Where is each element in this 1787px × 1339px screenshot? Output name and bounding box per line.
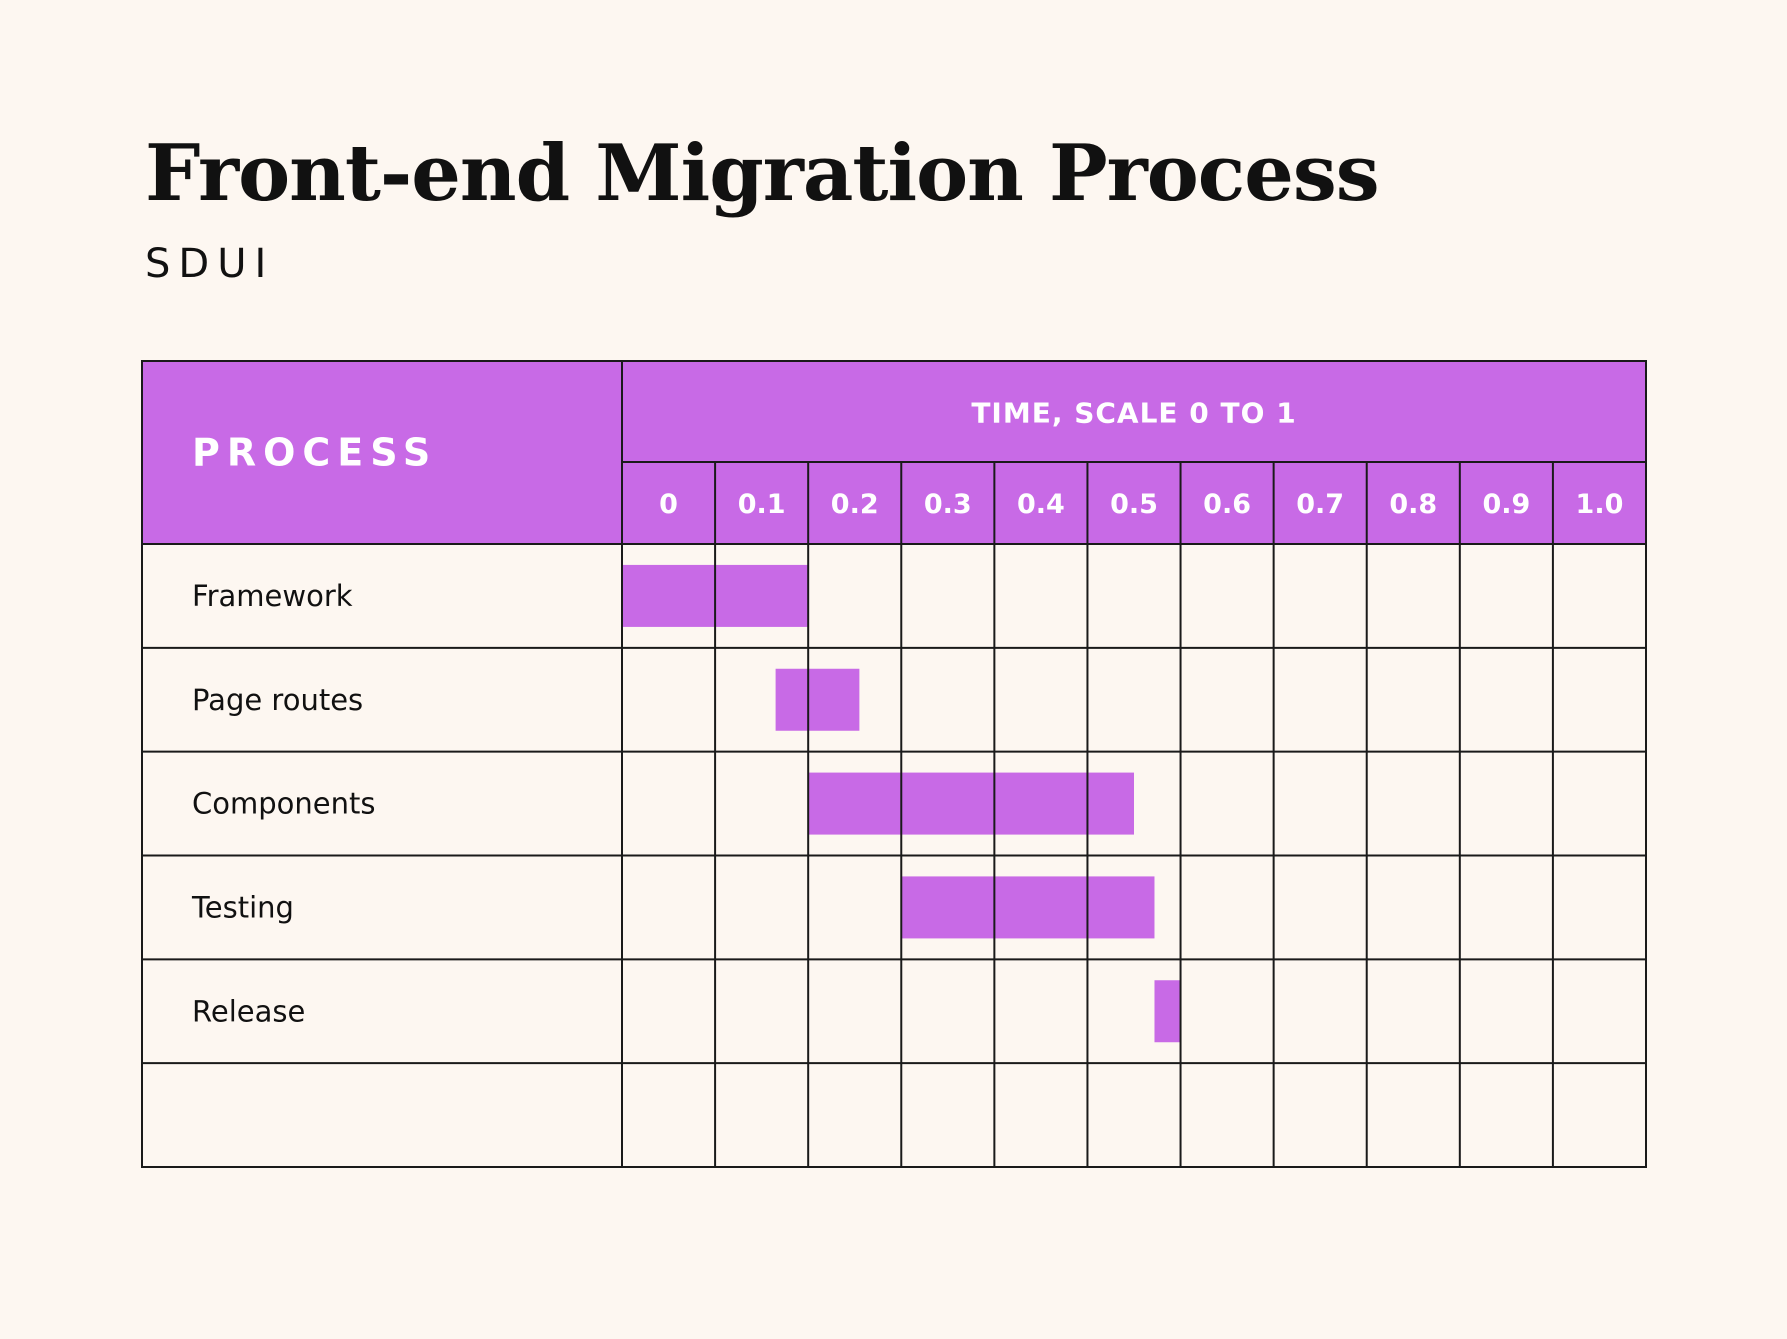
process-column-header: PROCESS xyxy=(192,431,437,475)
tick-label-0-8: 0.8 xyxy=(1389,489,1437,520)
task-label-components: Components xyxy=(192,787,375,821)
tick-label-1-0: 1.0 xyxy=(1576,489,1624,520)
tick-label-0-5: 0.5 xyxy=(1110,489,1158,520)
task-label-framework: Framework xyxy=(192,579,353,613)
tick-label-0-9: 0.9 xyxy=(1482,489,1530,520)
chart-header xyxy=(142,361,1646,544)
tick-label-0-3: 0.3 xyxy=(924,489,972,520)
bar-page-routes xyxy=(775,668,860,731)
tick-label-0-6: 0.6 xyxy=(1203,489,1251,520)
tick-label-0-2: 0.2 xyxy=(831,489,879,520)
task-label-testing: Testing xyxy=(191,890,294,924)
time-axis-header: TIME, SCALE 0 TO 1 xyxy=(971,397,1296,430)
chart-subtitle: SDUI xyxy=(145,241,275,287)
header-background xyxy=(142,361,1646,544)
text-layer: PROCESS TIME, SCALE 0 TO 1 0 0.1 0.2 0.3 0.4 0.… xyxy=(191,397,1623,1029)
tick-label-0-4: 0.4 xyxy=(1017,489,1065,520)
tick-label-0: 0 xyxy=(659,489,678,520)
grid-layer xyxy=(141,360,1647,1168)
task-label-release: Release xyxy=(192,994,305,1028)
bar-testing xyxy=(901,876,1155,939)
tick-label-0-7: 0.7 xyxy=(1296,489,1344,520)
tick-label-0-1: 0.1 xyxy=(738,489,786,520)
table-border xyxy=(141,360,1647,1168)
bar-components xyxy=(808,772,1134,835)
task-label-page-routes: Page routes xyxy=(192,683,363,717)
chart-title: Front-end Migration Process xyxy=(145,128,1380,219)
bar-release xyxy=(1154,980,1181,1043)
